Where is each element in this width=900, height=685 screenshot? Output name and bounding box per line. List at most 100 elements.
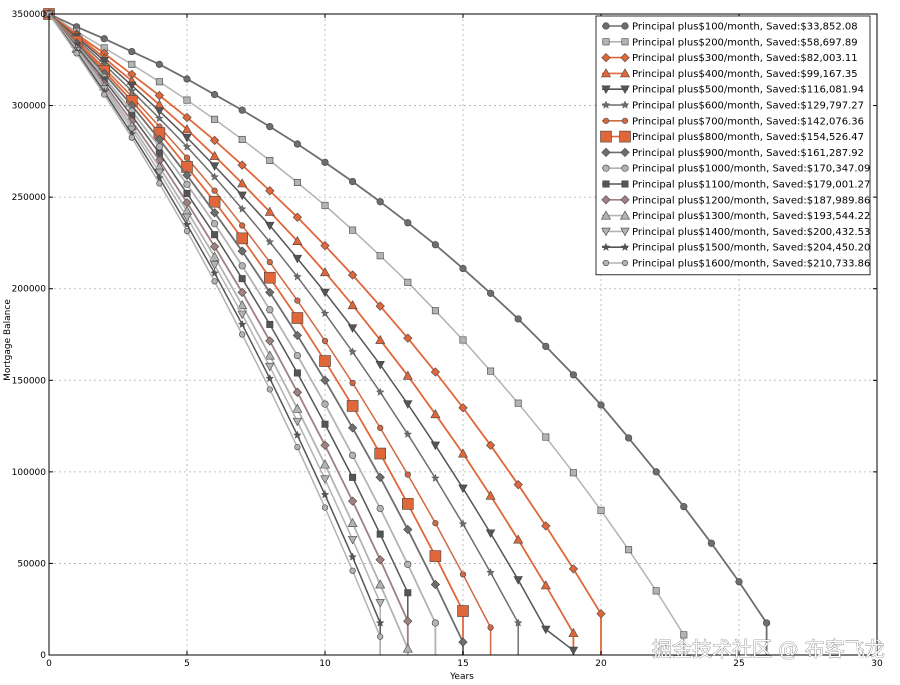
data-point [266,320,274,328]
x-tick-label: 30 [871,659,883,669]
data-point [596,609,606,619]
series-3 [44,9,606,655]
data-point [597,506,605,514]
series-line [48,13,575,634]
data-point [458,403,468,413]
data-point [404,560,412,568]
legend-marker [601,147,611,158]
data-point [680,503,688,511]
data-point [208,195,221,208]
data-point [569,371,578,379]
data-point [347,496,358,506]
data-point [266,259,273,266]
data-point [375,555,385,565]
data-point [431,619,440,627]
data-point [402,643,413,653]
data-point [432,520,439,527]
data-point [183,189,191,197]
legend-item: Principal plus$700/month, Saved:$142,076… [602,116,864,127]
data-point [347,270,358,280]
data-point [156,180,163,187]
data-point [266,386,273,393]
data-point [264,206,275,216]
legend-marker [602,117,610,124]
data-point [292,235,303,245]
data-point [347,324,358,333]
legend-marker [600,68,612,78]
data-point [652,587,660,595]
data-point [375,334,386,344]
data-point [762,619,771,627]
data-point [374,447,387,460]
y-tick-label: 100000 [12,468,47,478]
data-point [265,237,275,246]
data-point [209,251,220,261]
legend-marker [620,195,630,205]
data-point [237,160,247,170]
data-point [375,579,386,589]
legend-item: Principal plus$900/month, Saved:$161,287… [601,147,864,159]
legend-marker [601,100,611,109]
data-point [707,539,716,547]
legend-marker [621,38,629,46]
legend-item: Principal plus$1500/month, Saved:$204,45… [601,242,870,254]
series-line [48,13,381,637]
data-point [347,300,358,310]
x-tick-label: 25 [733,659,744,669]
series-line [48,13,409,594]
y-tick-label: 150000 [12,376,47,386]
series-2 [45,10,688,655]
data-point [624,434,633,442]
legend-marker [620,147,630,158]
legend-label: Principal plus$800/month, Saved:$154,526… [632,132,864,143]
series-5 [44,10,579,656]
data-point [320,288,330,298]
data-point [541,625,551,635]
data-point [403,616,413,626]
legend-item: Principal plus$800/month, Saved:$154,526… [600,130,864,143]
legend-marker [619,130,631,143]
legend-marker [601,85,611,95]
data-point [486,568,495,577]
series-16 [45,10,384,655]
data-point [487,367,495,375]
data-point [458,484,468,494]
data-point [401,498,414,510]
legend-item: Principal plus$1400/month, Saved:$200,43… [601,227,870,238]
data-point [404,219,412,227]
y-axis-title: Mortgage Balance [3,299,13,381]
data-point [292,387,303,397]
data-point [292,403,303,413]
legend-label: Principal plus$1400/month, Saved:$200,43… [632,227,870,238]
series-line [48,13,409,649]
data-point [487,624,494,631]
data-point [155,60,163,68]
legend-label: Principal plus$700/month, Saved:$142,076… [632,116,864,127]
data-point [375,472,385,482]
data-point [458,519,468,528]
data-point [347,535,358,545]
x-tick-label: 5 [184,659,190,669]
series-line [48,13,519,624]
data-point [347,518,358,528]
data-point [735,578,743,586]
data-point [404,471,411,478]
y-tick-label: 0 [40,651,46,661]
data-point [237,319,247,329]
legend-label: Principal plus$1000/month, Saved:$170,34… [632,164,870,175]
legend-item: Principal plus$400/month, Saved:$99,167.… [600,68,858,80]
legend-label: Principal plus$1200/month, Saved:$187,98… [632,195,870,206]
data-point [513,480,523,490]
data-point [349,451,357,459]
y-tick-label: 250000 [12,193,47,203]
data-point [430,367,441,377]
series-14 [44,10,385,655]
data-point [209,261,220,270]
data-point [293,430,302,439]
data-point [236,232,248,245]
data-point [237,287,247,298]
data-point [211,115,219,123]
series-15 [44,9,385,655]
series-line [48,13,409,622]
data-point [404,278,412,286]
